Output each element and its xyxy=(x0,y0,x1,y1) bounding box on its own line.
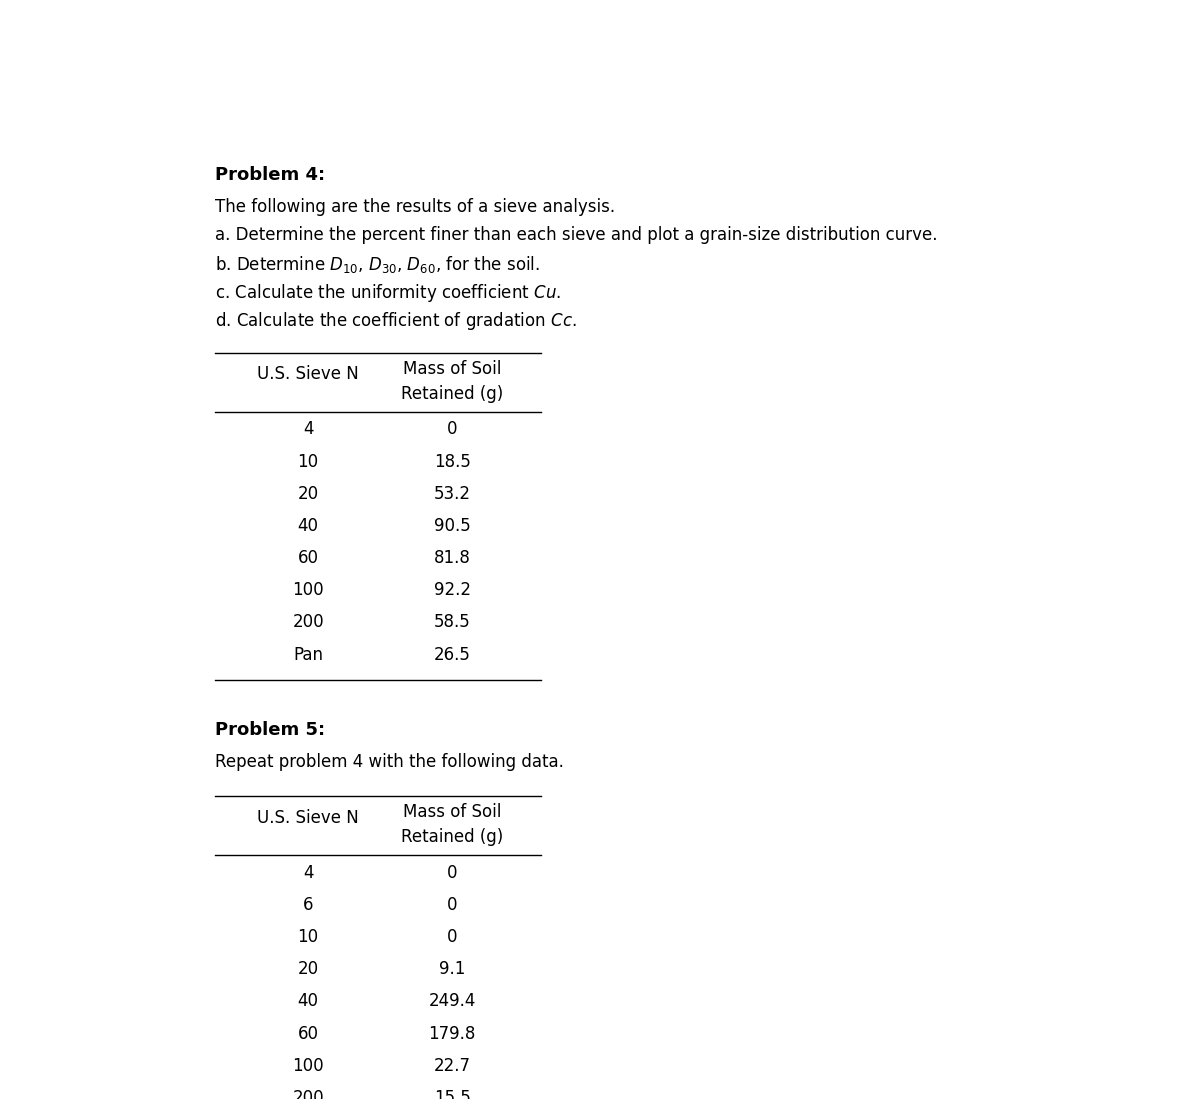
Text: 200: 200 xyxy=(293,1089,324,1099)
Text: 20: 20 xyxy=(298,485,319,502)
Text: 81.8: 81.8 xyxy=(434,550,470,567)
Text: Problem 4:: Problem 4: xyxy=(215,166,325,184)
Text: 53.2: 53.2 xyxy=(433,485,470,502)
Text: 90.5: 90.5 xyxy=(434,517,470,535)
Text: 249.4: 249.4 xyxy=(428,992,476,1010)
Text: d. Calculate the coefficient of gradation $Cc$.: d. Calculate the coefficient of gradatio… xyxy=(215,310,577,332)
Text: 20: 20 xyxy=(298,961,319,978)
Text: 10: 10 xyxy=(298,929,319,946)
Text: 26.5: 26.5 xyxy=(434,645,470,664)
Text: 15.5: 15.5 xyxy=(434,1089,470,1099)
Text: Mass of Soil: Mass of Soil xyxy=(403,803,502,821)
Text: U.S. Sieve N: U.S. Sieve N xyxy=(257,366,359,384)
Text: 9.1: 9.1 xyxy=(439,961,466,978)
Text: 200: 200 xyxy=(293,613,324,632)
Text: Mass of Soil: Mass of Soil xyxy=(403,359,502,378)
Text: 4: 4 xyxy=(302,421,313,439)
Text: 4: 4 xyxy=(302,864,313,881)
Text: Retained (g): Retained (g) xyxy=(401,829,503,846)
Text: c. Calculate the uniformity coefficient $Cu$.: c. Calculate the uniformity coefficient … xyxy=(215,281,562,303)
Text: 0: 0 xyxy=(446,864,457,881)
Text: U.S. Sieve N: U.S. Sieve N xyxy=(257,809,359,826)
Text: 10: 10 xyxy=(298,453,319,470)
Text: 22.7: 22.7 xyxy=(433,1057,470,1075)
Text: 60: 60 xyxy=(298,1024,319,1043)
Text: Pan: Pan xyxy=(293,645,323,664)
Text: 0: 0 xyxy=(446,896,457,914)
Text: 92.2: 92.2 xyxy=(433,581,470,599)
Text: Problem 5:: Problem 5: xyxy=(215,721,325,739)
Text: 58.5: 58.5 xyxy=(434,613,470,632)
Text: a. Determine the percent finer than each sieve and plot a grain-size distributio: a. Determine the percent finer than each… xyxy=(215,225,937,244)
Text: 40: 40 xyxy=(298,992,319,1010)
Text: 100: 100 xyxy=(293,1057,324,1075)
Text: 6: 6 xyxy=(302,896,313,914)
Text: 0: 0 xyxy=(446,929,457,946)
Text: 100: 100 xyxy=(293,581,324,599)
Text: 60: 60 xyxy=(298,550,319,567)
Text: 0: 0 xyxy=(446,421,457,439)
Text: 40: 40 xyxy=(298,517,319,535)
Text: Retained (g): Retained (g) xyxy=(401,385,503,403)
Text: Repeat problem 4 with the following data.: Repeat problem 4 with the following data… xyxy=(215,753,564,771)
Text: 179.8: 179.8 xyxy=(428,1024,476,1043)
Text: The following are the results of a sieve analysis.: The following are the results of a sieve… xyxy=(215,198,616,215)
Text: b. Determine $D_{10}$, $D_{30}$, $D_{60}$, for the soil.: b. Determine $D_{10}$, $D_{30}$, $D_{60}… xyxy=(215,254,540,275)
Text: 18.5: 18.5 xyxy=(434,453,470,470)
